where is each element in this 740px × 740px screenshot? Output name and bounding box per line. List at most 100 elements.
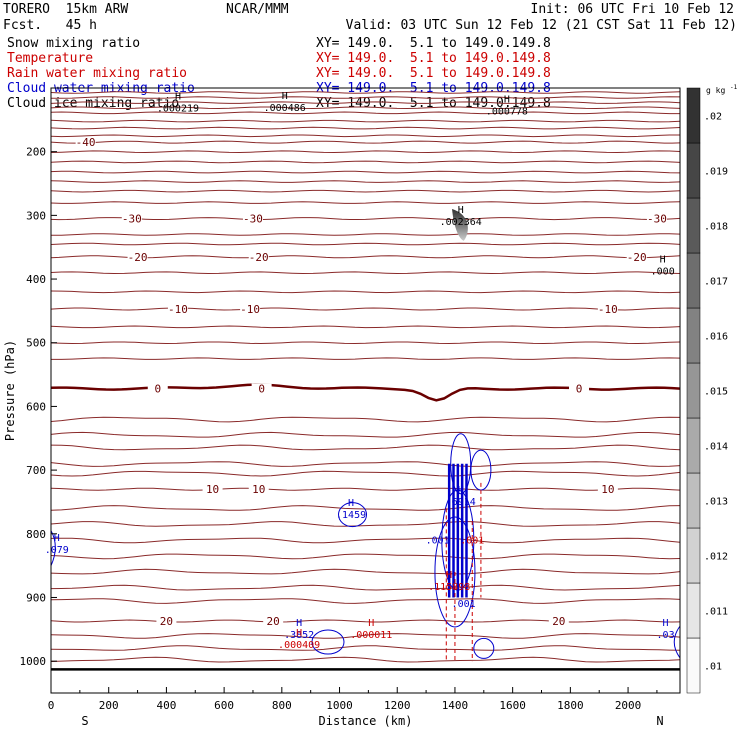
high-value: .000486 (264, 103, 306, 114)
colorbar-tick-label: .015 (704, 387, 728, 398)
high-value: .079 (45, 545, 69, 556)
isotherm-line (50, 126, 681, 130)
north-label: N (656, 714, 663, 728)
x-tick-label: 1600 (499, 699, 526, 712)
cloud-water-contour (311, 629, 345, 655)
isotherm-label-bg (251, 383, 272, 395)
high-marker: H (458, 205, 464, 216)
high-value: .000778 (486, 107, 528, 118)
isotherm-line (50, 568, 681, 575)
colorbar-tick-label: .011 (704, 607, 728, 618)
y-tick-label: 800 (26, 528, 46, 541)
x-tick-label: 1000 (326, 699, 353, 712)
isotherm-line (50, 553, 681, 560)
x-tick-label: 800 (272, 699, 292, 712)
isotherm-label: 0 (154, 383, 161, 396)
isotherm-label: -10 (168, 303, 188, 316)
forecast-hour: Fcst. 45 h (3, 18, 97, 33)
x-tick-label: 200 (99, 699, 119, 712)
x-tick-label: 2000 (615, 699, 642, 712)
colorbar-segment (686, 87, 701, 144)
isotherm-label: 0 (576, 383, 583, 396)
colorbar-tick-label: .014 (704, 442, 728, 453)
high-value: .6914 (446, 497, 476, 508)
isotherm-line (50, 325, 681, 329)
isotherm-line (50, 416, 681, 423)
colorbar-segment (686, 472, 701, 529)
colorbar-unit-exp: -1 (730, 84, 738, 91)
isotherm-label: 10 (252, 483, 265, 496)
colorbar-tick-label: .017 (704, 277, 728, 288)
high-value: .000011 (350, 630, 392, 641)
cloud-water-contour (673, 625, 681, 659)
colorbar-segment (686, 362, 701, 419)
isotherm-label-bg (147, 383, 168, 395)
high-marker: H (175, 92, 181, 103)
y-axis-label: Pressure (hPa) (3, 340, 17, 441)
isotherm-label-bg (626, 251, 647, 263)
isotherm-label-bg (240, 303, 261, 315)
isotherm-line (50, 470, 681, 477)
x-axis-label: Distance (km) (319, 714, 413, 728)
isotherm-label-bg (248, 251, 269, 263)
colorbar-tick-label: .018 (704, 222, 728, 233)
field-xy: XY= 149.0. 5.1 to 149.0.149.8 (316, 36, 551, 51)
colorbar-unit: g kg (706, 86, 725, 95)
colorbar-tick-label: .013 (704, 497, 728, 508)
isotherm-label: -20 (128, 251, 148, 264)
isotherm-label-bg (248, 484, 269, 496)
isotherm-label-bg (167, 303, 188, 315)
isotherm-line (50, 290, 681, 294)
y-tick-label: 300 (26, 209, 46, 222)
y-tick-label: 200 (26, 146, 46, 159)
high-marker: H (368, 618, 374, 629)
isotherm-line (50, 537, 681, 544)
isotherm-label: 10 (601, 483, 614, 496)
isotherm-label-bg (121, 213, 142, 225)
isotherm-label-bg (75, 137, 96, 149)
colorbar-tick-label: .02 (704, 112, 722, 123)
high-value: .3852 (284, 630, 314, 641)
isotherm-label: -20 (627, 251, 647, 264)
isotherm-label: 10 (206, 483, 219, 496)
high-value: .000219 (157, 104, 199, 115)
high-value: .03 (657, 630, 675, 641)
init-time: Init: 06 UTC Fri 10 Feb 12 (530, 2, 735, 17)
isotherm-label-bg (548, 616, 569, 628)
isotherm-line (50, 170, 681, 174)
colorbar-segment (686, 197, 701, 254)
field-xy: XY= 149.0. 5.1 to 149.0.149.8 (316, 51, 551, 66)
isotherm-line (50, 201, 681, 204)
isotherm-label-bg (597, 303, 618, 315)
south-label: S (81, 714, 88, 728)
cloud-water-contour (473, 637, 495, 659)
y-tick-label: 500 (26, 337, 46, 350)
isotherm-line (50, 160, 681, 164)
isotherm-line (50, 271, 681, 275)
cloud-water-contour (441, 489, 475, 591)
y-tick-label: 700 (26, 464, 46, 477)
isotherm-line (50, 505, 681, 511)
isotherm-line (50, 521, 681, 527)
x-tick-label: 0 (48, 699, 55, 712)
x-tick-label: 1800 (557, 699, 584, 712)
snow-shading (452, 209, 468, 241)
model-title: TORERO 15km ARW (3, 2, 129, 17)
plot-frame (50, 87, 681, 694)
field-name: Cloud ice mixing ratio (7, 96, 180, 111)
isotherm-line (51, 357, 681, 360)
cloud-water-contour (450, 433, 472, 495)
isotherm-label: 20 (160, 615, 173, 628)
high-marker: H (504, 95, 510, 106)
isotherm-line (50, 189, 681, 193)
isotherm--10 (50, 307, 681, 311)
x-tick-label: 400 (156, 699, 176, 712)
colorbar-tick-label: .016 (704, 332, 728, 343)
colorbar-segment (686, 637, 701, 694)
isotherm-label: -10 (598, 303, 618, 316)
high-marker: H (296, 618, 302, 629)
colorbar-segment (686, 417, 701, 474)
isotherm-line (50, 106, 681, 110)
isotherm-label: -30 (647, 213, 667, 226)
isotherm--20 (50, 255, 681, 259)
